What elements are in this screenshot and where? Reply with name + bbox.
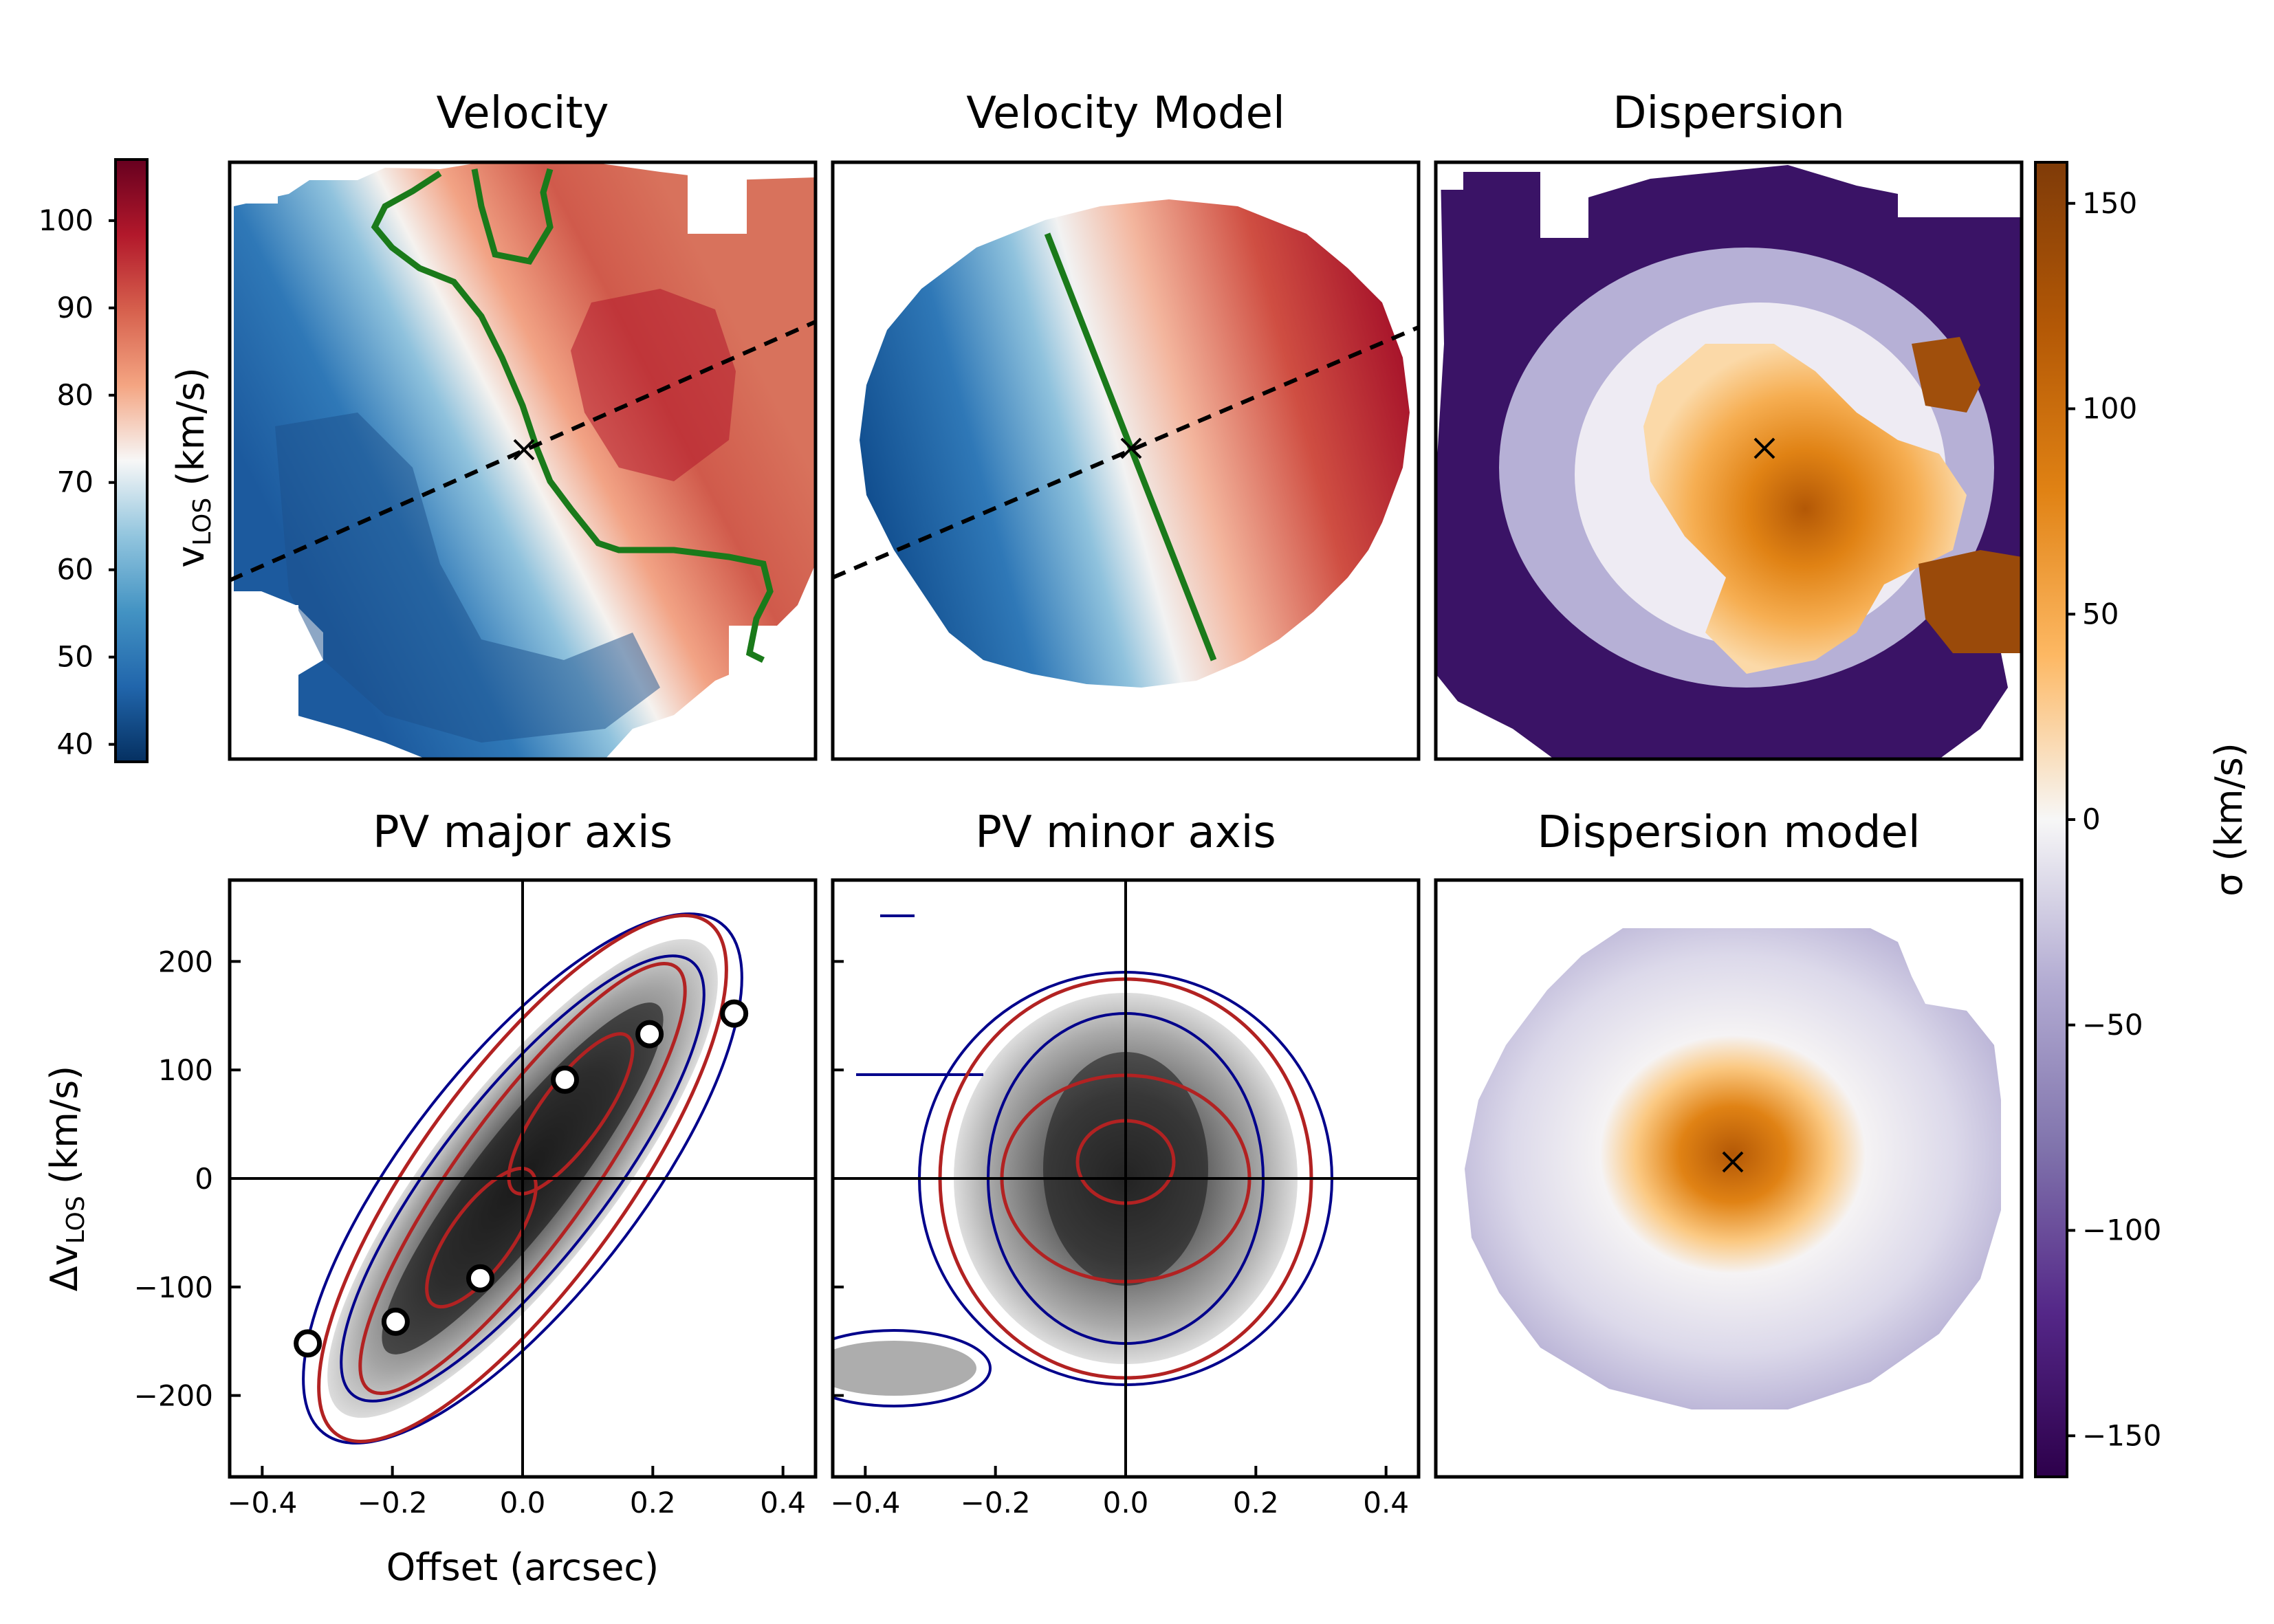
- zero-velocity-contour-top: [471, 168, 554, 265]
- center-marker-model: [1120, 437, 1142, 459]
- velocity-colorbar-tick-label: 40: [57, 727, 94, 761]
- dispersion-map-gap: [1898, 162, 2022, 217]
- velocity-panel-frame: [228, 160, 818, 761]
- panel-title-pv-major: PV major axis: [373, 807, 673, 858]
- dispersion-map-gap: [1540, 162, 1588, 238]
- velocity-map-redshifted-core: [571, 289, 736, 481]
- pv-major-model-contour: [317, 914, 728, 1443]
- pv-minor-data-contour: [833, 1329, 992, 1407]
- dispersion-colorbar-tick-label: −50: [2082, 1008, 2143, 1042]
- pv-major-data-contour: [340, 954, 706, 1403]
- pv-major-y-tick-label: 0: [195, 1162, 213, 1196]
- dispersion-colorbar-tick-label: −150: [2082, 1418, 2161, 1452]
- panel-title-velocity: Velocity: [436, 88, 609, 139]
- velocity-colorbar-tick-label: 50: [57, 640, 94, 674]
- velocity-colorbar-tick-label: 80: [57, 378, 94, 412]
- velocity-map-blueshifted-core: [275, 413, 660, 743]
- pv-major-plot: [230, 880, 816, 1477]
- pv-minor-plot: [833, 880, 1419, 1477]
- dispersion-map: [1436, 162, 2022, 759]
- velocity-map-gap: [230, 605, 298, 759]
- velocity-map-gap: [688, 172, 747, 234]
- rotation-point: [381, 1307, 410, 1336]
- rotation-point: [635, 1020, 664, 1049]
- dispersion-model-panel-frame: [1434, 878, 2024, 1479]
- panel-title-pv-minor: PV minor axis: [975, 807, 1276, 858]
- dispersion-colorbar-gradient: [2034, 161, 2068, 1478]
- velocity-map: [230, 162, 816, 759]
- pv-major-y-axis-ticks: 200 100 0 −100 −200: [134, 945, 241, 1413]
- pv-minor-x-tick-label: 0.4: [1363, 1486, 1409, 1519]
- velocity-colorbar-tick-label: 60: [57, 553, 94, 586]
- major-axis-line: [230, 320, 816, 582]
- pv-minor-x-axis-ticks: −0.4 −0.2 0.0 0.2 0.4: [830, 1466, 1409, 1519]
- pv-major-x-axis-ticks: −0.4 −0.2 0.0 0.2 0.4: [227, 1466, 806, 1519]
- pv-major-model-contour: [507, 1032, 635, 1196]
- rotation-point: [294, 1329, 322, 1358]
- panel-title-velocity-model: Velocity Model: [966, 88, 1285, 139]
- pv-minor-density-tail: [833, 1341, 976, 1396]
- dispersion-model-map: [1465, 928, 2001, 1409]
- dispersion-colorbar-tick-label: 100: [2082, 392, 2137, 426]
- pv-inner-ticks: [833, 960, 844, 1397]
- panel-title-dispersion-model: Dispersion model: [1537, 807, 1920, 858]
- pv-major-data-contour: [302, 912, 743, 1445]
- velocity-colorbar-gradient: [114, 158, 149, 763]
- pv-major-y-tick-label: −200: [134, 1379, 213, 1413]
- panel-title-dispersion: Dispersion: [1612, 88, 1845, 139]
- pv-major-x-tick-label: −0.2: [358, 1486, 428, 1519]
- center-marker-dispersion: [1753, 437, 1775, 459]
- dispersion-map-core: [1643, 344, 1967, 674]
- dispersion-colorbar: 150 100 50 0 −50 −100 −150 σ (km/s): [2034, 161, 2251, 1478]
- dispersion-colorbar-tick-label: 0: [2082, 802, 2101, 836]
- dispersion-panel-frame: [1434, 160, 2024, 761]
- major-axis-line-model: [833, 325, 1419, 580]
- velocity-colorbar-ticks: 40 50 60 70 80 90 100: [39, 204, 116, 761]
- rotation-point: [551, 1065, 580, 1094]
- center-marker-dispersion-model: [1722, 1151, 1744, 1173]
- velocity-colorbar-tick-label: 70: [57, 465, 94, 499]
- velocity-model-map: [833, 199, 1419, 688]
- center-marker: [513, 439, 535, 461]
- pv-major-x-tick-label: 0.4: [760, 1486, 806, 1519]
- dispersion-colorbar-ticks: 150 100 50 0 −50 −100 −150: [2067, 186, 2161, 1452]
- pv-major-y-tick-label: 100: [158, 1053, 213, 1087]
- velocity-model-panel-frame: [831, 160, 1421, 761]
- rotation-point: [720, 999, 749, 1028]
- rotation-point: [466, 1264, 494, 1293]
- velocity-colorbar-label: vLOS (km/s): [169, 367, 217, 567]
- pv-minor-x-tick-label: −0.2: [961, 1486, 1031, 1519]
- pv-minor-x-tick-label: 0.2: [1233, 1486, 1279, 1519]
- dispersion-model-pixels: [1465, 928, 2001, 1409]
- pv-x-axis-label: Offset (arcsec): [386, 1546, 659, 1589]
- pv-major-model-contour: [358, 962, 687, 1395]
- zero-velocity-contour: [371, 171, 774, 663]
- pv-y-axis-label: ΔvLOS (km/s): [43, 1066, 90, 1291]
- pv-major-rotation-points: [294, 999, 749, 1358]
- pv-major-x-tick-label: −0.4: [227, 1486, 297, 1519]
- dispersion-map-hot-blob: [1918, 550, 2022, 653]
- dispersion-colorbar-tick-label: 150: [2082, 186, 2137, 220]
- dispersion-colorbar-label: σ (km/s): [2207, 743, 2251, 897]
- dispersion-colorbar-tick-label: 50: [2082, 597, 2119, 630]
- pv-major-x-tick-label: 0.2: [630, 1486, 676, 1519]
- dispersion-map-gap: [1436, 162, 1463, 190]
- pv-major-y-tick-label: −100: [134, 1271, 213, 1304]
- velocity-colorbar: 40 50 60 70 80 90 100 vLOS (km/s): [39, 158, 217, 763]
- velocity-colorbar-tick-label: 90: [57, 291, 94, 325]
- velocity-colorbar-tick-label: 100: [39, 204, 94, 237]
- velocity-map-gap: [230, 162, 278, 204]
- velocity-map-gap: [729, 626, 816, 759]
- dispersion-colorbar-tick-label: −100: [2082, 1214, 2161, 1247]
- pv-minor-x-tick-label: −0.4: [830, 1486, 900, 1519]
- pv-minor-x-tick-label: 0.0: [1103, 1486, 1149, 1519]
- pv-major-x-tick-label: 0.0: [500, 1486, 546, 1519]
- dispersion-map-hot-blob: [1912, 337, 1980, 413]
- pv-major-model-contour: [425, 1166, 538, 1309]
- pv-major-y-tick-label: 200: [158, 945, 213, 978]
